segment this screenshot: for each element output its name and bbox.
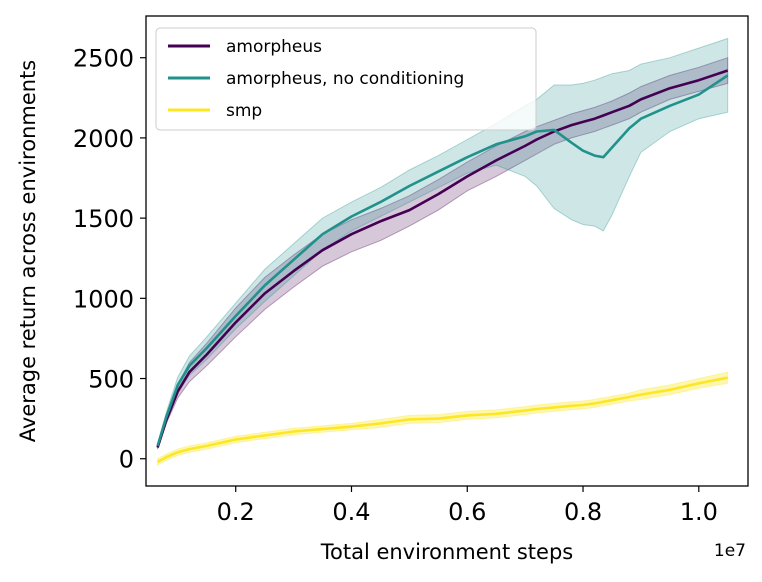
legend-label-amorpheus: amorpheus	[226, 37, 322, 57]
y-tick-label: 2000	[73, 125, 134, 153]
line-amorpheus	[156, 69, 729, 448]
plot-frame	[145, 15, 749, 487]
y-axis-label: Average return across environments	[16, 60, 40, 442]
legend-label-smp: smp	[226, 101, 262, 121]
legend-label-no-conditioning: amorpheus, no conditioning	[226, 69, 464, 89]
legend-box	[155, 27, 537, 131]
y-tick-label: 0	[119, 446, 134, 474]
line-smp	[156, 376, 728, 464]
y-tick-label: 2500	[73, 45, 134, 73]
x-axis-label: Total environment steps	[320, 540, 574, 564]
y-tick-label: 500	[88, 366, 134, 394]
line-no-conditioning	[156, 74, 729, 447]
x-axis-ticks: 0.2 0.4 0.6 0.8 1.0	[217, 486, 718, 526]
y-tick-label: 1000	[73, 285, 134, 313]
x-tick-label: 1.0	[680, 498, 718, 526]
y-axis-ticks: 0 500 1000 1500 2000 2500	[73, 45, 146, 474]
y-tick-label: 1500	[73, 205, 134, 233]
x-axis-offset-label: 1e7	[714, 541, 746, 561]
band-amorpheus	[157, 57, 729, 450]
x-tick-label: 0.4	[332, 498, 370, 526]
x-tick-label: 0.2	[217, 498, 255, 526]
x-tick-label: 0.6	[448, 498, 486, 526]
series-lines	[156, 69, 729, 464]
x-tick-label: 0.8	[564, 498, 602, 526]
legend: amorpheus amorpheus, no conditioning smp	[155, 27, 537, 131]
